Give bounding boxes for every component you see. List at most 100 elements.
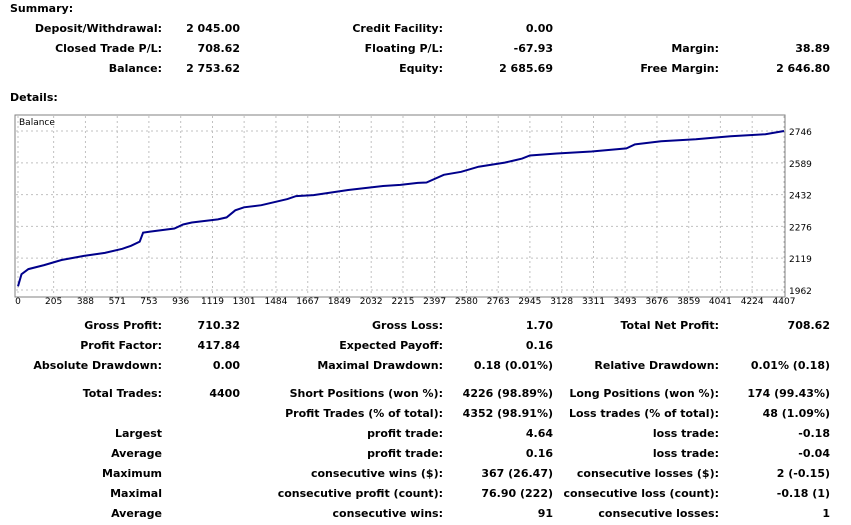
y-tick-label: 2432 (789, 192, 812, 202)
x-tick-label: 388 (77, 297, 94, 307)
long-positions-value: 174 (99.43%) (747, 387, 830, 400)
gross-profit-label: Gross Profit: (84, 319, 162, 332)
x-tick-label: 3493 (614, 297, 637, 307)
credit-label: Credit Facility: (352, 22, 443, 35)
x-tick-label: 3311 (582, 297, 605, 307)
x-axis-ticks: 0 205 388 571 753 936 1119 1301 1484 1667 1849 2032… (15, 297, 795, 307)
average-label: Average (111, 447, 162, 460)
max-consecutive-wins-label: consecutive wins ($): (310, 467, 443, 480)
margin-label: Margin: (671, 42, 719, 55)
profit-trades-label: Profit Trades (% of total): (285, 407, 443, 420)
credit-value: 0.00 (525, 22, 553, 35)
x-tick-label: 2032 (360, 297, 383, 307)
closed-pl-label: Closed Trade P/L: (55, 42, 162, 55)
free-margin-label: Free Margin: (640, 62, 719, 75)
gross-loss-label: Gross Loss: (372, 319, 443, 332)
largest-loss-value: -0.18 (798, 427, 830, 440)
x-tick-label: 1119 (201, 297, 224, 307)
expected-payoff-label: Expected Payoff: (339, 339, 443, 352)
free-margin-value: 2 646.80 (776, 62, 830, 75)
loss-trades-value: 48 (1.09%) (762, 407, 830, 420)
avg-consecutive-wins-value: 91 (537, 507, 553, 520)
maximal-consecutive-loss-value: -0.18 (1) (776, 487, 830, 500)
average-profit-label: profit trade: (367, 447, 443, 460)
deposit-label: Deposit/Withdrawal: (34, 22, 162, 35)
maximal-consecutive-loss-label: consecutive loss (count): (563, 487, 719, 500)
total-net-profit-value: 708.62 (787, 319, 830, 332)
short-positions-value: 4226 (98.89%) (462, 387, 553, 400)
x-tick-label: 2580 (455, 297, 478, 307)
floating-pl-value: -67.93 (513, 42, 553, 55)
chart-grid (16, 116, 785, 296)
x-tick-label: 2763 (487, 297, 510, 307)
profit-factor-value: 417.84 (197, 339, 240, 352)
margin-value: 38.89 (795, 42, 830, 55)
average-loss-label: loss trade: (652, 447, 719, 460)
avg-consecutive-losses-value: 1 (822, 507, 830, 520)
y-axis-ticks: 2746 2589 2432 2276 2119 1962 (789, 128, 812, 297)
chart-frame (14, 114, 786, 298)
x-tick-label: 2945 (518, 297, 541, 307)
total-net-profit-label: Total Net Profit: (620, 319, 720, 332)
x-tick-label: 3676 (645, 297, 668, 307)
balance-chart: Balance 2746 2589 2432 2276 2119 1962 0 205 388… (14, 114, 812, 307)
relative-drawdown-value: 0.01% (0.18) (750, 359, 830, 372)
y-tick-label: 1962 (789, 287, 812, 297)
max-consecutive-wins-value: 367 (26.47) (481, 467, 553, 480)
total-trades-value: 4400 (209, 387, 240, 400)
x-tick-label: 1667 (296, 297, 319, 307)
balance-value: 2 753.62 (186, 62, 240, 75)
y-tick-label: 2276 (789, 223, 812, 233)
details-heading: Details: (10, 91, 58, 104)
x-tick-label: 4224 (741, 297, 764, 307)
loss-trades-label: Loss trades (% of total): (568, 407, 719, 420)
maximal-drawdown-value: 0.18 (0.01%) (473, 359, 553, 372)
y-tick-label: 2746 (789, 128, 812, 138)
average-profit-value: 0.16 (525, 447, 553, 460)
x-tick-label: 936 (172, 297, 189, 307)
total-trades-label: Total Trades: (82, 387, 162, 400)
avg-consecutive-wins-label: consecutive wins: (332, 507, 443, 520)
balance-label: Balance: (108, 62, 162, 75)
x-tick-label: 2215 (392, 297, 415, 307)
maximal-consecutive-profit-value: 76.90 (222) (481, 487, 553, 500)
x-tick-label: 2397 (423, 297, 446, 307)
x-tick-label: 753 (140, 297, 157, 307)
largest-loss-label: loss trade: (652, 427, 719, 440)
avg-consecutive-losses-label: consecutive losses: (598, 507, 719, 520)
y-tick-label: 2119 (789, 255, 812, 265)
average-loss-value: -0.04 (798, 447, 830, 460)
long-positions-label: Long Positions (won %): (569, 387, 719, 400)
largest-label: Largest (115, 427, 162, 440)
absolute-drawdown-value: 0.00 (212, 359, 240, 372)
y-tick-label: 2589 (789, 160, 812, 170)
expected-payoff-value: 0.16 (525, 339, 553, 352)
balance-line (17, 130, 785, 287)
x-tick-label: 1301 (233, 297, 256, 307)
absolute-drawdown-label: Absolute Drawdown: (33, 359, 162, 372)
floating-pl-label: Floating P/L: (364, 42, 443, 55)
equity-value: 2 685.69 (499, 62, 553, 75)
average-consecutive-label: Average (111, 507, 162, 520)
gross-profit-value: 710.32 (197, 319, 240, 332)
x-tick-label: 0 (15, 297, 21, 307)
x-tick-label: 3128 (550, 297, 573, 307)
x-tick-label: 571 (109, 297, 126, 307)
profit-factor-label: Profit Factor: (80, 339, 162, 352)
maximal-consecutive-profit-label: consecutive profit (count): (277, 487, 443, 500)
largest-profit-value: 4.64 (525, 427, 553, 440)
closed-pl-value: 708.62 (197, 42, 240, 55)
maximum-label: Maximum (102, 467, 162, 480)
gross-loss-value: 1.70 (525, 319, 553, 332)
chart-title: Balance (19, 118, 55, 128)
relative-drawdown-label: Relative Drawdown: (594, 359, 719, 372)
x-tick-label: 1849 (328, 297, 351, 307)
profit-trades-value: 4352 (98.91%) (462, 407, 553, 420)
max-consecutive-losses-value: 2 (-0.15) (776, 467, 830, 480)
x-tick-label: 4041 (709, 297, 732, 307)
short-positions-label: Short Positions (won %): (289, 387, 443, 400)
x-tick-label: 4407 (773, 297, 796, 307)
deposit-value: 2 045.00 (186, 22, 240, 35)
largest-profit-label: profit trade: (367, 427, 443, 440)
x-tick-label: 205 (45, 297, 62, 307)
